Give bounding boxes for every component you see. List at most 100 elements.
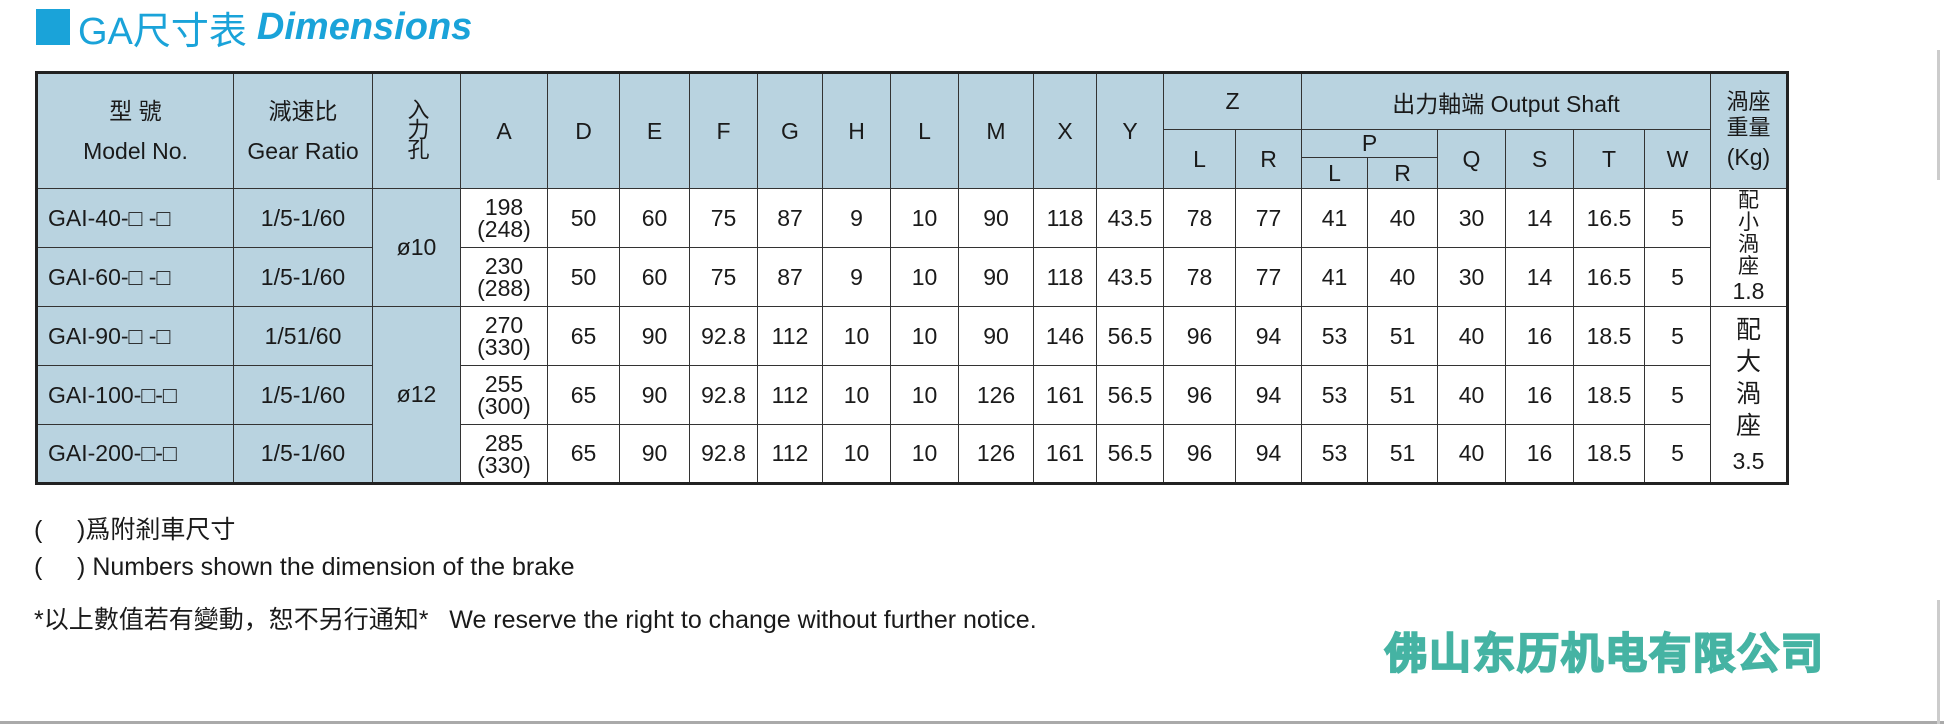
header-col-y: Y	[1096, 72, 1164, 189]
cell-q: 30	[1437, 188, 1506, 248]
table-row: GAI-90-□ -□ 1/51/60 ø12 270 (330) 65 90 92.8 112…	[36, 306, 1788, 484]
note-brake-cn: ( )爲附剎車尺寸	[34, 516, 236, 544]
cell-t: 18.5	[1573, 306, 1645, 366]
cell-h: 9	[822, 247, 891, 307]
cell-f: 75	[689, 188, 758, 248]
cell-f: 75	[689, 247, 758, 307]
cell-l: 10	[890, 365, 959, 425]
cell-e: 60	[619, 247, 690, 307]
cell-zl: 78	[1163, 247, 1236, 307]
cell-x: 146	[1033, 306, 1097, 366]
cell-a: 285 (330)	[460, 424, 548, 484]
header-p: P	[1301, 129, 1438, 158]
cell-m: 126	[958, 424, 1034, 484]
cell-model: GAI-40-□ -□	[36, 188, 234, 248]
cell-f: 92.8	[689, 424, 758, 484]
cell-g: 112	[757, 306, 823, 366]
header-z: Z	[1163, 72, 1302, 130]
header-col-g: G	[757, 72, 823, 189]
cell-l: 10	[890, 306, 959, 366]
cell-m: 126	[958, 365, 1034, 425]
bottom-divider	[0, 721, 1944, 724]
header-p-l: L	[1301, 157, 1368, 189]
cell-a: 230 (288)	[460, 247, 548, 307]
cell-y: 43.5	[1096, 247, 1164, 307]
cell-q: 40	[1437, 306, 1506, 366]
cell-pl: 53	[1301, 365, 1368, 425]
cell-pr: 40	[1367, 247, 1438, 307]
cell-a: 198 (248)	[460, 188, 548, 248]
cell-zl: 96	[1163, 365, 1236, 425]
cell-w: 5	[1644, 188, 1711, 248]
cell-pr: 51	[1367, 306, 1438, 366]
cell-model: GAI-100-□-□	[36, 365, 234, 425]
cell-e: 90	[619, 365, 690, 425]
dimensions-table: 型 號 Model No. 減速比 Gear Ratio 入力孔 A D E F G…	[35, 71, 1789, 485]
header-input-hole: 入力孔	[372, 72, 461, 189]
cell-m: 90	[958, 247, 1034, 307]
cell-d: 65	[547, 424, 620, 484]
cell-ratio: 1/5-1/60	[233, 247, 373, 307]
header-col-x: X	[1033, 72, 1097, 189]
cell-w: 5	[1644, 306, 1711, 366]
cell-model: GAI-90-□ -□	[36, 306, 234, 366]
cell-a: 270 (330)	[460, 306, 548, 366]
right-divider	[1937, 600, 1940, 724]
cell-m: 90	[958, 188, 1034, 248]
cell-y: 43.5	[1096, 188, 1164, 248]
cell-h: 10	[822, 424, 891, 484]
header-col-f: F	[689, 72, 758, 189]
header-col-h: H	[822, 72, 891, 189]
cell-zr: 77	[1235, 247, 1302, 307]
cell-h: 9	[822, 188, 891, 248]
company-name-watermark: 佛山东历机电有限公司	[1384, 629, 1826, 678]
cell-h: 10	[822, 365, 891, 425]
cell-f: 92.8	[689, 365, 758, 425]
cell-pr: 51	[1367, 365, 1438, 425]
cell-e: 60	[619, 188, 690, 248]
cell-pl: 53	[1301, 306, 1368, 366]
cell-l: 10	[890, 247, 959, 307]
cell-input-hole: ø12	[372, 306, 461, 484]
header-model: 型 號 Model No.	[36, 72, 234, 189]
header-col-m: M	[958, 72, 1034, 189]
note-reserve-right: *以上數值若有變動，恕不另行通知* We reserve the right t…	[34, 606, 1037, 634]
cell-x: 161	[1033, 424, 1097, 484]
cell-q: 30	[1437, 247, 1506, 307]
title-en: Dimensions	[256, 5, 473, 48]
cell-ratio: 1/5-1/60	[233, 365, 373, 425]
cell-pr: 51	[1367, 424, 1438, 484]
right-divider	[1937, 50, 1940, 180]
cell-zl: 96	[1163, 306, 1236, 366]
cell-l: 10	[890, 424, 959, 484]
cell-pl: 41	[1301, 188, 1368, 248]
table-row: GAI-40-□ -□ 1/5-1/60 ø10 198 (248) 50 60 75 87 9 1…	[36, 188, 1788, 307]
cell-d: 65	[547, 365, 620, 425]
header-col-l: L	[890, 72, 959, 189]
header-weight: 渦座重量 (Kg)	[1710, 72, 1788, 189]
header-col-a: A	[460, 72, 548, 189]
page-title: GA尺寸表 Dimensions	[36, 4, 473, 53]
cell-e: 90	[619, 306, 690, 366]
cell-s: 16	[1505, 424, 1574, 484]
cell-w: 5	[1644, 365, 1711, 425]
cell-weight: 配大渦座 3.5	[1710, 306, 1788, 484]
cell-y: 56.5	[1096, 365, 1164, 425]
cell-g: 112	[757, 424, 823, 484]
table-row: GAI-60-□ -□ 1/5-1/60 230 (288) 50 60 75 87 9 10 90…	[36, 247, 1788, 307]
cell-h: 10	[822, 306, 891, 366]
header-output-shaft: 出力軸端 Output Shaft	[1301, 72, 1711, 130]
cell-x: 161	[1033, 365, 1097, 425]
header-s: S	[1505, 129, 1574, 189]
cell-s: 14	[1505, 247, 1574, 307]
cell-zl: 96	[1163, 424, 1236, 484]
cell-t: 18.5	[1573, 365, 1645, 425]
cell-w: 5	[1644, 424, 1711, 484]
cell-t: 18.5	[1573, 424, 1645, 484]
cell-t: 16.5	[1573, 247, 1645, 307]
cell-pl: 41	[1301, 247, 1368, 307]
cell-d: 50	[547, 247, 620, 307]
cell-zr: 94	[1235, 424, 1302, 484]
cell-d: 50	[547, 188, 620, 248]
cell-ratio: 1/5-1/60	[233, 188, 373, 248]
